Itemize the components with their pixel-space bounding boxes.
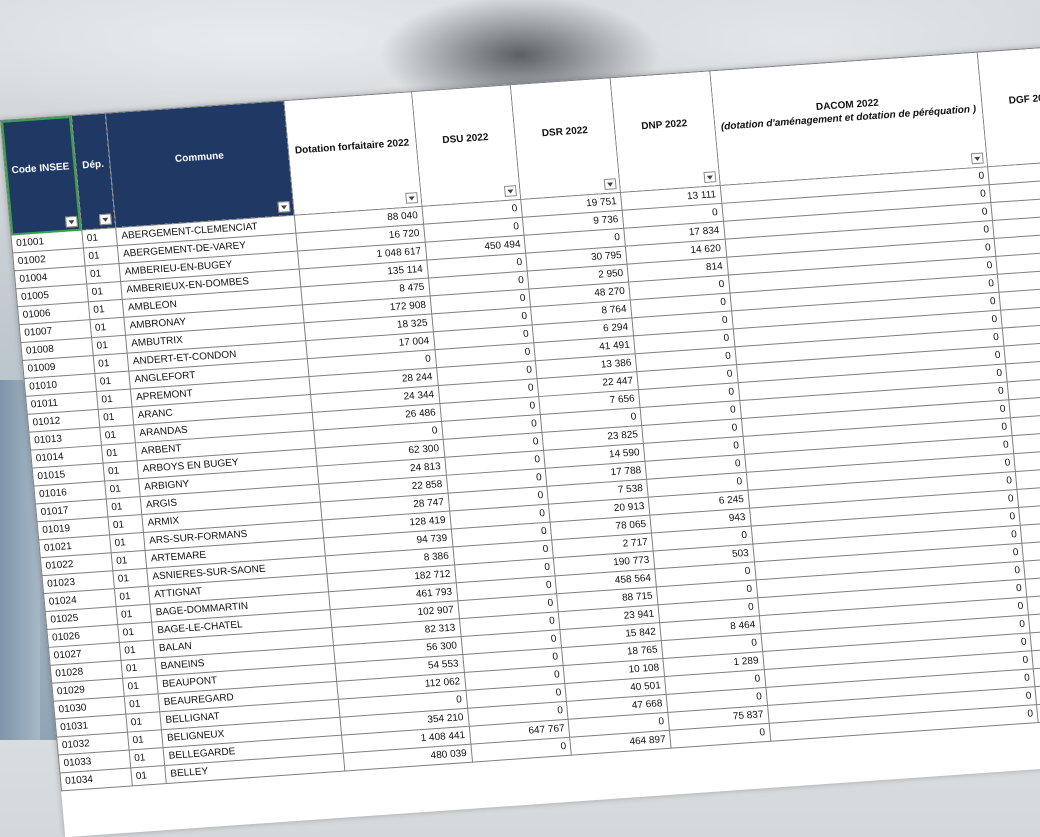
filter-dropdown-icon[interactable] xyxy=(603,178,617,190)
col-header-dsu-label: DSU 2022 xyxy=(441,131,489,146)
filter-dropdown-icon[interactable] xyxy=(277,201,291,213)
col-header-dnp-label: DNP 2022 xyxy=(640,117,688,132)
table-body: 01001 01 ABERGEMENT-CLEMENCIAT 88 040 0 19 75… xyxy=(10,159,1040,791)
dgf-table: Code INSEE Dép. Commune Dotation forfait… xyxy=(0,45,1040,792)
filter-dropdown-icon[interactable] xyxy=(703,171,716,184)
col-header-dacom[interactable]: DACOM 2022 (dotation d'aménagement et dot… xyxy=(709,52,988,186)
filter-dropdown-icon[interactable] xyxy=(404,192,418,204)
col-header-dsr[interactable]: DSR 2022 xyxy=(510,77,621,200)
col-header-dotation-label: Dotation forfaitaire 2022 xyxy=(294,137,410,156)
cell-code[interactable]: 01034 xyxy=(59,767,133,791)
filter-dropdown-icon[interactable] xyxy=(99,213,113,226)
cell-dep[interactable]: 01 xyxy=(130,765,167,786)
col-header-commune[interactable]: Commune xyxy=(105,100,295,228)
col-header-commune-label: Commune xyxy=(174,149,225,165)
col-header-dnp[interactable]: DNP 2022 xyxy=(609,70,720,193)
filter-dropdown-icon[interactable] xyxy=(64,215,78,228)
spreadsheet: Code INSEE Dép. Commune Dotation forfait… xyxy=(0,44,1040,837)
filter-dropdown-icon[interactable] xyxy=(971,152,985,165)
filter-dropdown-icon[interactable] xyxy=(504,185,518,197)
col-header-dgf-label: DGF 2022 xyxy=(1008,91,1040,107)
col-header-dsr-label: DSR 2022 xyxy=(541,124,589,139)
col-header-code-label: Code INSEE xyxy=(11,160,70,176)
col-header-code[interactable]: Code INSEE xyxy=(0,115,82,236)
col-header-dep-label: Dép. xyxy=(81,158,105,171)
col-header-dotation[interactable]: Dotation forfaitaire 2022 xyxy=(283,91,422,216)
col-header-dsu[interactable]: DSU 2022 xyxy=(411,84,521,207)
col-header-dgf[interactable]: DGF 2022 xyxy=(977,45,1040,167)
